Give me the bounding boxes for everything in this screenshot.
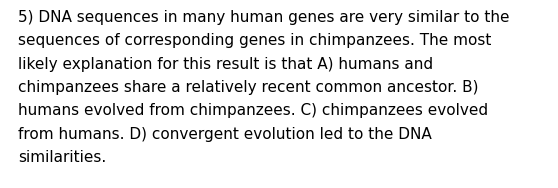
Text: similarities.: similarities.: [18, 150, 106, 165]
Text: 5) DNA sequences in many human genes are very similar to the: 5) DNA sequences in many human genes are…: [18, 10, 509, 25]
Text: likely explanation for this result is that A) humans and: likely explanation for this result is th…: [18, 57, 433, 72]
Text: sequences of corresponding genes in chimpanzees. The most: sequences of corresponding genes in chim…: [18, 33, 492, 48]
Text: humans evolved from chimpanzees. C) chimpanzees evolved: humans evolved from chimpanzees. C) chim…: [18, 103, 488, 118]
Text: from humans. D) convergent evolution led to the DNA: from humans. D) convergent evolution led…: [18, 127, 432, 142]
Text: chimpanzees share a relatively recent common ancestor. B): chimpanzees share a relatively recent co…: [18, 80, 479, 95]
